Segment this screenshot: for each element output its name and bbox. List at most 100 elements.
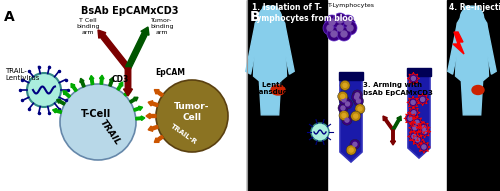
Text: Tumor-
binding
arm: Tumor- binding arm: [150, 18, 174, 35]
Bar: [0, 0, 248, 191]
Polygon shape: [280, 23, 294, 74]
Circle shape: [354, 96, 364, 106]
Circle shape: [325, 15, 339, 29]
FancyArrow shape: [124, 68, 132, 96]
Text: BsAb EpCAMxCD3: BsAb EpCAMxCD3: [81, 6, 179, 16]
FancyArrow shape: [134, 106, 142, 111]
Circle shape: [349, 148, 353, 152]
FancyArrow shape: [148, 101, 158, 107]
Circle shape: [419, 123, 429, 133]
Circle shape: [331, 31, 337, 37]
Text: T-Lymphocytes: T-Lymphocytes: [328, 3, 375, 8]
FancyArrow shape: [154, 90, 164, 97]
Circle shape: [352, 90, 362, 100]
FancyArrow shape: [52, 108, 62, 113]
FancyArrow shape: [392, 116, 401, 131]
Circle shape: [327, 27, 341, 41]
Circle shape: [60, 84, 136, 160]
Polygon shape: [448, 23, 462, 74]
Circle shape: [258, 6, 281, 30]
Circle shape: [333, 13, 347, 27]
FancyArrow shape: [154, 135, 164, 142]
FancyArrow shape: [126, 27, 149, 69]
Text: T-Cell: T-Cell: [81, 109, 111, 119]
Bar: [247, 0, 327, 191]
Text: CD3: CD3: [112, 75, 129, 84]
Circle shape: [413, 126, 417, 130]
Circle shape: [342, 99, 352, 109]
Circle shape: [337, 27, 351, 41]
Circle shape: [422, 130, 426, 134]
Circle shape: [412, 134, 416, 138]
Circle shape: [415, 120, 419, 124]
FancyArrow shape: [90, 75, 94, 85]
Circle shape: [412, 111, 416, 115]
Text: TRAIL-R: TRAIL-R: [170, 123, 198, 145]
Circle shape: [327, 25, 333, 31]
Circle shape: [342, 113, 346, 117]
Polygon shape: [482, 23, 496, 74]
Circle shape: [342, 115, 352, 125]
Circle shape: [343, 21, 357, 35]
Circle shape: [416, 138, 420, 142]
FancyArrow shape: [146, 113, 156, 119]
Circle shape: [356, 99, 360, 103]
Text: TRAIL-
Lentivirus: TRAIL- Lentivirus: [5, 68, 40, 82]
FancyArrow shape: [136, 116, 145, 121]
Circle shape: [353, 142, 357, 146]
Circle shape: [356, 93, 360, 97]
Circle shape: [418, 94, 428, 104]
Circle shape: [338, 91, 347, 101]
FancyArrow shape: [383, 116, 394, 131]
Ellipse shape: [271, 85, 285, 95]
FancyArrow shape: [148, 125, 158, 131]
Circle shape: [420, 127, 430, 137]
FancyArrow shape: [130, 97, 138, 103]
Circle shape: [339, 110, 349, 121]
Circle shape: [410, 123, 420, 133]
Circle shape: [409, 108, 419, 118]
Polygon shape: [453, 32, 464, 54]
Text: Tumor-
Cell: Tumor- Cell: [174, 102, 210, 122]
FancyArrow shape: [56, 99, 65, 105]
Polygon shape: [340, 80, 362, 162]
Polygon shape: [254, 6, 286, 115]
Circle shape: [355, 104, 365, 114]
Circle shape: [412, 76, 416, 80]
Circle shape: [337, 17, 343, 23]
Circle shape: [350, 111, 360, 121]
Circle shape: [27, 73, 61, 107]
Circle shape: [354, 114, 358, 118]
FancyArrow shape: [71, 83, 77, 92]
Circle shape: [345, 118, 349, 122]
Circle shape: [422, 125, 426, 129]
Text: B: B: [250, 10, 260, 24]
Ellipse shape: [472, 86, 484, 95]
Circle shape: [340, 80, 350, 90]
Polygon shape: [408, 76, 430, 158]
Circle shape: [419, 142, 429, 152]
Circle shape: [420, 97, 424, 101]
Circle shape: [460, 6, 483, 30]
Circle shape: [347, 25, 353, 31]
Circle shape: [329, 19, 335, 25]
Circle shape: [346, 145, 356, 155]
Circle shape: [408, 116, 412, 120]
Text: A: A: [4, 10, 15, 24]
Circle shape: [342, 98, 346, 102]
Circle shape: [339, 95, 349, 105]
Circle shape: [358, 107, 362, 111]
FancyArrow shape: [390, 130, 396, 145]
Circle shape: [156, 80, 228, 152]
Bar: [407, 68, 431, 76]
FancyArrow shape: [100, 75, 104, 84]
Circle shape: [352, 92, 362, 102]
Circle shape: [341, 15, 355, 29]
FancyArrow shape: [109, 77, 114, 86]
Polygon shape: [246, 23, 260, 74]
Circle shape: [337, 25, 343, 31]
Circle shape: [350, 139, 360, 149]
Polygon shape: [456, 6, 488, 115]
Circle shape: [323, 21, 337, 35]
Circle shape: [408, 97, 418, 107]
